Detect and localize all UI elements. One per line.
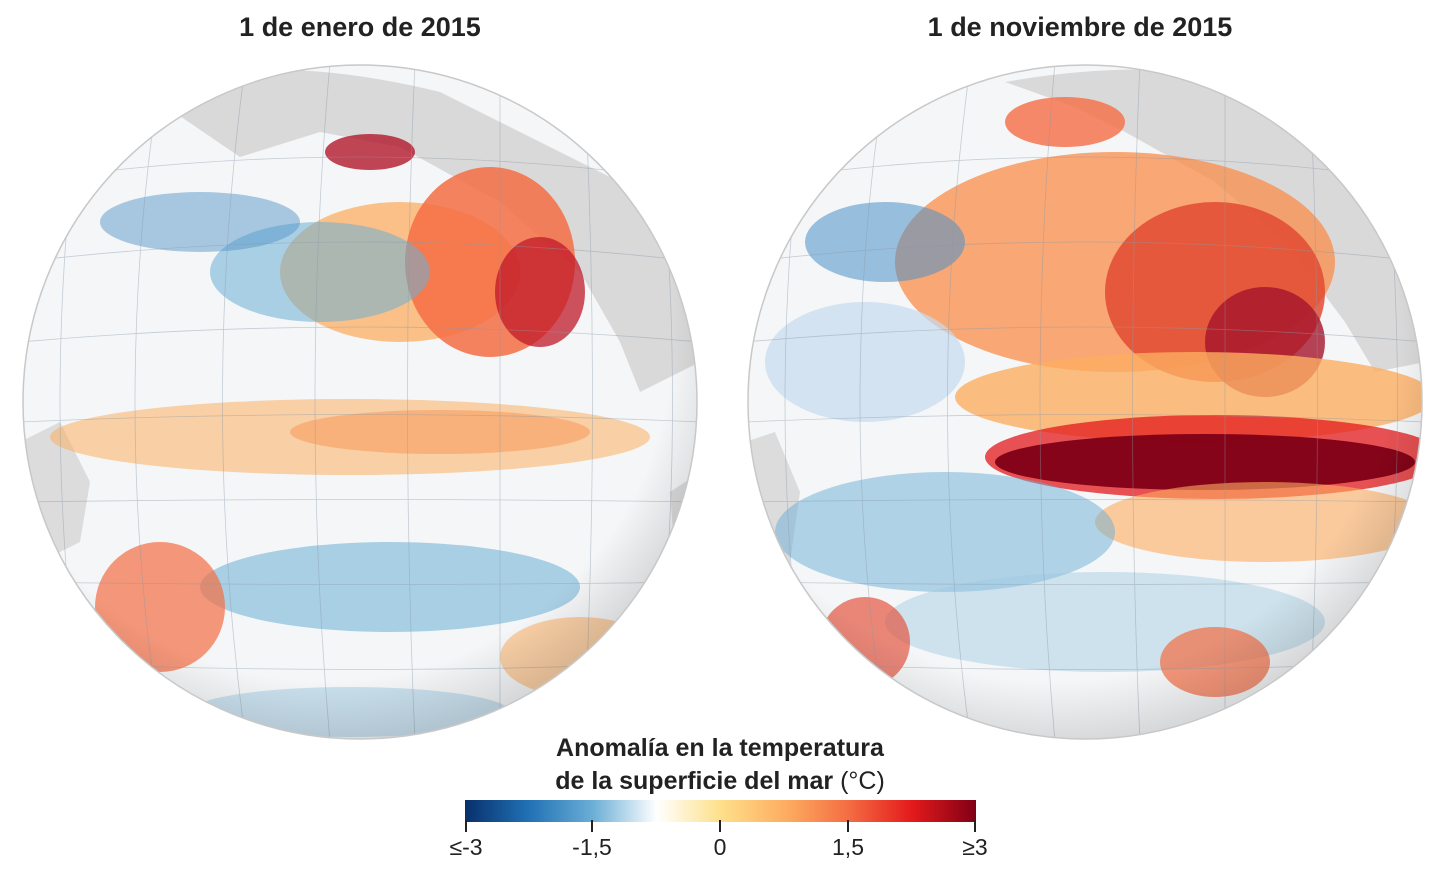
globe-january-2015 xyxy=(22,64,698,740)
legend-title: Anomalía en la temperatura de la superfi… xyxy=(470,732,970,798)
colorbar-tick xyxy=(719,820,721,832)
panel-title-right: 1 de noviembre de 2015 xyxy=(927,12,1233,42)
colorbar-label-neg: -1,5 xyxy=(572,834,612,860)
globe-november-2015 xyxy=(747,64,1423,740)
colorbar-tick xyxy=(974,820,976,832)
colorbar-label-zero: 0 xyxy=(713,834,727,860)
legend-unit: (°C) xyxy=(840,767,885,795)
colorbar-tick xyxy=(591,820,593,832)
colorbar xyxy=(465,800,976,822)
legend-title-line1: Anomalía en la temperatura xyxy=(556,734,884,762)
legend-title-line2: de la superficie del mar xyxy=(555,767,834,795)
colorbar-label-min: ≤-3 xyxy=(449,834,483,860)
colorbar-tick xyxy=(847,820,849,832)
colorbar-tick xyxy=(465,820,467,832)
panel-title-left: 1 de enero de 2015 xyxy=(239,12,481,42)
colorbar-label-max: ≥3 xyxy=(962,834,988,860)
colorbar-label-pos: 1,5 xyxy=(832,834,864,860)
land-south-america xyxy=(1405,502,1422,682)
